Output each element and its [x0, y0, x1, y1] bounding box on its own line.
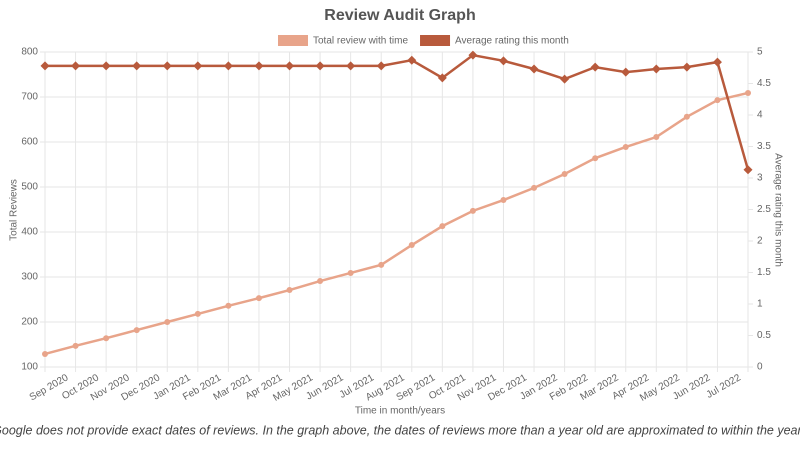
- point: [590, 62, 600, 72]
- point: [439, 223, 446, 230]
- point: [164, 319, 171, 325]
- point: [378, 261, 385, 268]
- series-line: [44, 91, 749, 356]
- legend-swatch: [278, 35, 308, 46]
- point: [500, 197, 507, 204]
- point: [469, 207, 476, 214]
- point: [346, 61, 356, 71]
- point: [132, 61, 142, 71]
- point: [194, 310, 201, 317]
- y-tick-label: 400: [21, 227, 38, 238]
- y-axis-title: Total Reviews: [9, 179, 20, 241]
- point: [286, 287, 293, 294]
- legend-label: Total review with time: [313, 36, 408, 47]
- y2-tick-label: 4.5: [757, 78, 771, 89]
- point: [225, 302, 232, 309]
- point: [71, 61, 81, 71]
- x-axis-title: Time in month/years: [355, 406, 445, 417]
- point: [193, 61, 203, 71]
- y2-axis-title: Average rating this month: [772, 153, 783, 267]
- legend-swatch: [420, 35, 451, 46]
- y2-tick-label: 3: [757, 173, 763, 184]
- point: [714, 97, 721, 104]
- point: [101, 61, 111, 71]
- chart-title: Review Audit Graph: [324, 7, 475, 24]
- y-tick-label: 100: [21, 362, 38, 373]
- point: [529, 64, 539, 74]
- y-tick-label: 500: [21, 182, 38, 193]
- point: [376, 61, 386, 71]
- y2-tick-label: 4: [757, 110, 763, 121]
- y2-tick-label: 0: [757, 362, 763, 373]
- point: [682, 62, 692, 72]
- point: [531, 184, 538, 191]
- point: [347, 269, 354, 276]
- point: [560, 74, 570, 84]
- point: [653, 134, 660, 141]
- y2-tick-label: 2: [757, 236, 763, 247]
- y2-tick-label: 3.5: [757, 141, 771, 152]
- point: [133, 327, 140, 334]
- point: [72, 342, 79, 349]
- point: [254, 61, 264, 71]
- point: [745, 89, 751, 96]
- y-tick-label: 300: [21, 272, 38, 283]
- point: [683, 113, 690, 120]
- point: [651, 64, 661, 74]
- y2-tick-label: 2.5: [757, 204, 771, 215]
- y2-tick-label: 0.5: [757, 330, 771, 341]
- point: [743, 165, 753, 175]
- point: [317, 278, 324, 285]
- point: [408, 242, 415, 249]
- y-tick-label: 200: [21, 317, 38, 328]
- point: [468, 50, 478, 60]
- point: [498, 56, 508, 66]
- point: [255, 295, 262, 302]
- point: [103, 335, 110, 342]
- y-tick-label: 600: [21, 137, 38, 148]
- point: [285, 61, 295, 71]
- y2-tick-label: 5: [757, 47, 763, 58]
- y2-tick-label: 1.5: [757, 267, 771, 278]
- y2-tick-label: 1: [757, 299, 763, 310]
- point: [592, 155, 599, 162]
- point: [223, 61, 233, 71]
- y-tick-label: 700: [21, 92, 38, 103]
- footnote: *Google does not provide exact dates of …: [0, 423, 800, 437]
- point: [712, 57, 722, 67]
- legend-label: Average rating this month: [455, 36, 569, 47]
- point: [561, 170, 568, 177]
- point: [40, 61, 50, 71]
- legend: Total review with time Average rating thi…: [278, 35, 569, 47]
- point: [407, 55, 417, 65]
- point: [162, 61, 172, 71]
- x-tick-label: Jul 2022: [705, 372, 744, 401]
- point: [621, 67, 631, 77]
- point: [437, 73, 447, 83]
- point: [315, 61, 325, 71]
- series-line: [45, 53, 750, 171]
- y-tick-label: 800: [21, 47, 38, 58]
- point: [42, 350, 48, 357]
- point: [622, 143, 629, 150]
